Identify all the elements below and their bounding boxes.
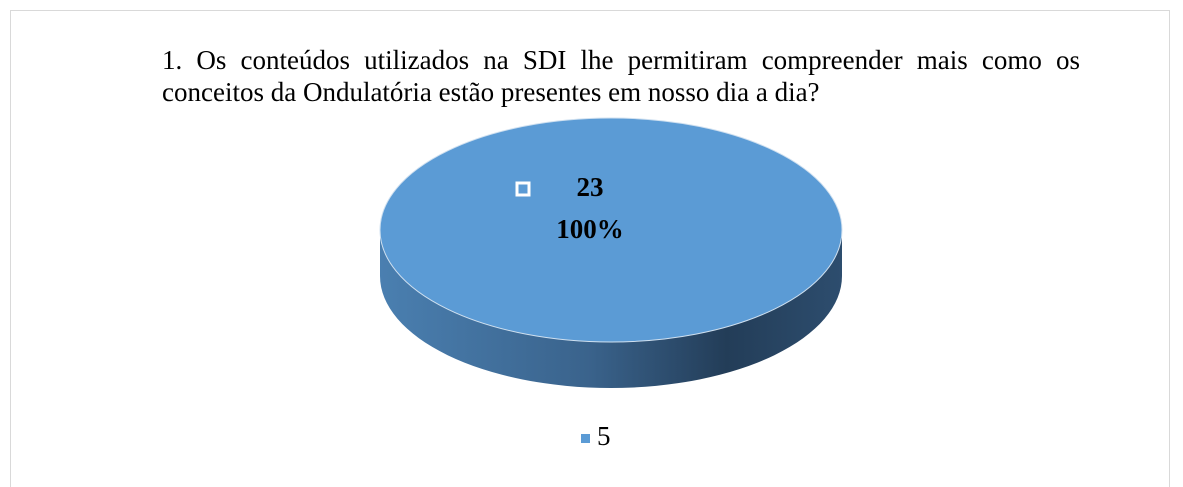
data-label: 23 (577, 172, 604, 202)
chart-frame (10, 10, 1170, 487)
pie-side (380, 230, 842, 388)
legend-label: 5 (597, 421, 611, 451)
chart-title: 1. Os conteúdos utilizados na SDI lhe pe… (162, 45, 1080, 107)
pie-slice (379, 117, 843, 343)
label-marker (515, 181, 531, 197)
percent-label: 100% (556, 214, 624, 244)
legend-swatch (581, 434, 590, 443)
